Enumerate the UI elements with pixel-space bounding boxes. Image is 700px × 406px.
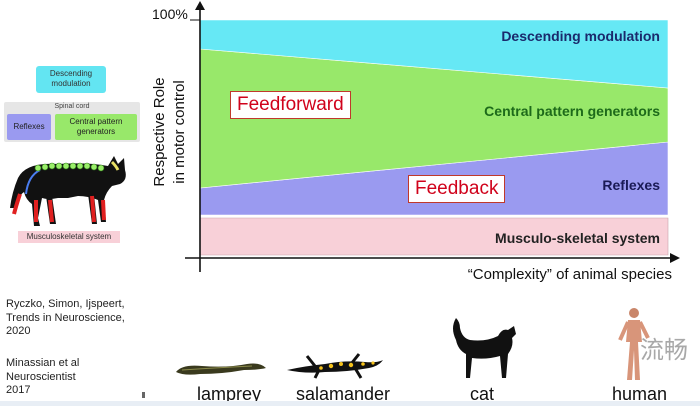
band-label-musculo: Musculo-skeletal system — [495, 230, 660, 246]
y-top-tick-label: 100% — [152, 6, 188, 22]
y-axis-arrow — [195, 1, 205, 10]
schematic-spinal-cord: Spinal cord Reflexes Central pattern gen… — [4, 102, 140, 142]
cursor-mark — [142, 392, 145, 398]
y-label-line2: in motor control — [171, 80, 188, 183]
watermark: 流畅 — [640, 336, 688, 364]
feedforward-label: Feedforward — [230, 91, 351, 119]
schematic-descending-label: Descending modulation — [49, 69, 93, 88]
citation-minassian: Minassian et al Neuroscientist 2017 — [6, 357, 80, 396]
human-illustration — [618, 308, 650, 380]
species-label-human: human — [612, 384, 668, 404]
schematic-cpg-box: Central pattern generators — [55, 114, 137, 140]
band-label-descending: Descending modulation — [501, 28, 660, 44]
species-label-lamprey: lamprey — [197, 384, 262, 404]
schematic-reflexes-box: Reflexes — [7, 114, 51, 140]
schematic-cpg-label: Central pattern generators — [69, 117, 123, 136]
feedback-label: Feedback — [408, 175, 506, 203]
motor-control-chart: Respective Role in motor control 100% De… — [151, 1, 680, 283]
bottom-edge-bar — [0, 401, 700, 406]
schematic-cat-illustration — [10, 156, 126, 226]
band-label-cpg: Central pattern generators — [484, 103, 660, 119]
x-axis-label: “Complexity” of animal species — [468, 266, 672, 283]
schematic-reflexes-label: Reflexes — [13, 122, 45, 131]
schematic-musculo-box: Musculoskeletal system — [18, 231, 120, 243]
cat-illustration — [453, 318, 516, 378]
band-label-reflexes: Reflexes — [602, 177, 660, 193]
citation-ryczko: Ryczko, Simon, Ijspeert, Trends in Neuro… — [6, 298, 125, 337]
species-label-salamander: salamander — [296, 384, 391, 404]
species-label-cat: cat — [470, 384, 495, 404]
y-label-line1: Respective Role — [151, 77, 168, 186]
schematic-spinal-cord-label: Spinal cord — [54, 103, 90, 110]
schematic-descending-box: Descending modulation — [36, 66, 106, 93]
x-axis-arrow — [670, 253, 680, 263]
lamprey-illustration — [176, 363, 266, 375]
schematic-musculo-label: Musculoskeletal system — [26, 232, 112, 241]
salamander-illustration — [287, 353, 383, 379]
